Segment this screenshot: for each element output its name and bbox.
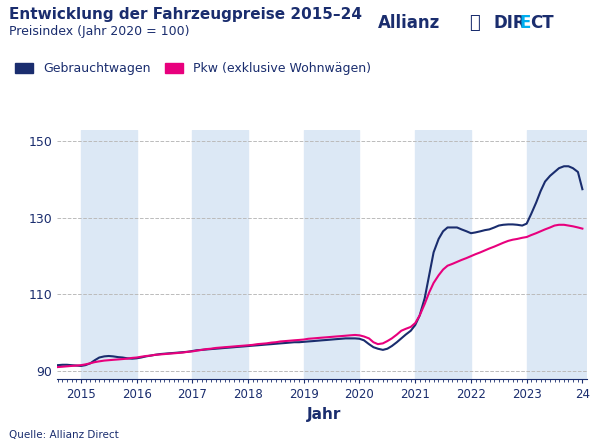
- Text: CT: CT: [530, 14, 554, 32]
- Text: DIR: DIR: [493, 14, 526, 32]
- Bar: [192, 130, 248, 379]
- Text: Entwicklung der Fahrzeugpreise 2015–24: Entwicklung der Fahrzeugpreise 2015–24: [9, 7, 362, 22]
- Bar: [304, 130, 359, 379]
- Bar: [527, 130, 587, 379]
- Text: Preisindex (Jahr 2020 = 100): Preisindex (Jahr 2020 = 100): [9, 25, 189, 38]
- Text: Jahr: Jahr: [307, 407, 341, 422]
- Text: Allianz: Allianz: [378, 14, 440, 32]
- Text: Ⓢ: Ⓢ: [469, 14, 480, 32]
- Legend: Gebrauchtwagen, Pkw (exklusive Wohnwägen): Gebrauchtwagen, Pkw (exklusive Wohnwägen…: [15, 62, 371, 75]
- Bar: [415, 130, 471, 379]
- Bar: [81, 130, 137, 379]
- Text: Quelle: Allianz Direct: Quelle: Allianz Direct: [9, 430, 119, 440]
- Text: E: E: [519, 14, 531, 32]
